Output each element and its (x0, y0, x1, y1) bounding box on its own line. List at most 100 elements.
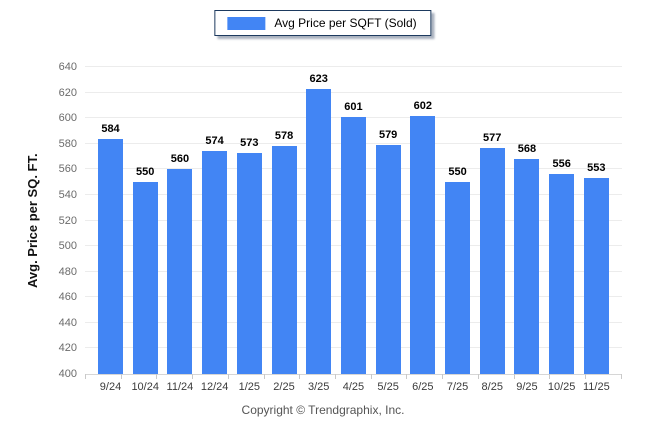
bar-value-label: 623 (309, 72, 328, 85)
x-axis-tick (120, 374, 122, 379)
bar-value-label: 601 (344, 100, 363, 113)
bar: 574 (202, 135, 228, 374)
bar: 579 (375, 129, 401, 374)
bar-column: 550 7/25 (445, 67, 471, 393)
bar-column: 560 11/24 (167, 67, 194, 393)
x-axis-tick (620, 374, 622, 379)
bar: 601 (340, 101, 366, 374)
bar-value-label: 560 (170, 153, 190, 166)
y-tick-label: 640 (58, 61, 77, 73)
x-axis-tick (513, 374, 515, 379)
x-axis-tick (335, 374, 337, 379)
copyright-text: Copyright © Trendgraphix, Inc. (241, 403, 405, 417)
x-tick-label: 10/25 (547, 381, 576, 393)
bar-value-label: 574 (205, 135, 224, 148)
y-axis-title: Avg. Price per SQ. FT. (25, 153, 40, 289)
bar-column: 601 4/25 (340, 67, 366, 393)
bar-column: 573 1/25 (236, 67, 262, 393)
x-tick-label: 12/24 (200, 381, 229, 393)
x-axis-tick (263, 374, 265, 379)
bar-value-label: 578 (274, 130, 294, 143)
y-tick-label: 440 (58, 316, 77, 329)
x-axis-tick (406, 374, 408, 379)
x-axis-tick (192, 374, 194, 379)
bar-column: 602 6/25 (410, 67, 436, 393)
bar-column: 584 9/24 (98, 67, 123, 393)
bar: 560 (167, 153, 193, 374)
bar-column: 578 2/25 (271, 67, 297, 393)
y-tick-label: 600 (58, 112, 77, 125)
bar: 550 (445, 166, 471, 374)
y-tick-label: 540 (58, 188, 77, 201)
x-tick-label: 8/25 (481, 381, 503, 393)
x-tick-label: 3/25 (308, 381, 330, 393)
legend: Avg Price per SQFT (Sold) (214, 10, 432, 36)
bar-value-label: 556 (552, 158, 571, 171)
bar: 578 (271, 130, 297, 374)
bar-column: 574 12/24 (201, 67, 229, 393)
x-axis-tick (156, 374, 158, 379)
y-tick-label: 580 (58, 137, 77, 150)
x-tick-label: 11/25 (582, 381, 610, 393)
legend-swatch-icon (227, 16, 266, 30)
x-axis-tick (370, 374, 372, 379)
bar-value-label: 584 (101, 122, 120, 135)
bar: 573 (236, 137, 262, 374)
bar-value-label: 573 (240, 136, 259, 149)
bar-column: 577 8/25 (479, 67, 505, 393)
gridline (85, 66, 622, 67)
bar-value-label: 550 (136, 166, 155, 179)
bar: 553 (583, 162, 609, 374)
x-axis-tick (227, 374, 229, 379)
bar-value-label: 579 (378, 129, 398, 142)
bar: 623 (306, 73, 332, 374)
x-axis-tick (585, 374, 587, 379)
bar-column: 579 5/25 (375, 67, 401, 393)
y-tick-label: 520 (58, 214, 77, 227)
x-axis-tick (477, 374, 479, 379)
bar-column: 553 11/25 (583, 67, 610, 393)
bar: 602 (410, 100, 436, 374)
bar-column: 623 3/25 (306, 67, 332, 393)
x-tick-label: 9/25 (516, 381, 538, 393)
y-tick-label: 420 (58, 342, 77, 355)
x-tick-label: 11/24 (166, 381, 194, 393)
x-tick-label: 5/25 (377, 381, 399, 393)
gridline (85, 91, 622, 93)
bar: 568 (514, 143, 540, 374)
bar-value-label: 568 (517, 143, 537, 156)
x-axis-tick (85, 374, 86, 379)
plot-area: 400 420 440 460 480 500 520 540 560 580 600 620 640 … (59, 61, 622, 393)
y-tick-label: 460 (58, 291, 77, 304)
bar: 556 (549, 158, 575, 374)
bar-value-label: 577 (483, 131, 502, 144)
y-tick-label: 500 (58, 240, 77, 253)
bar-value-label: 550 (448, 166, 467, 179)
y-tick-label: 560 (58, 163, 77, 176)
x-axis-tick (442, 374, 444, 379)
x-axis-ticks (85, 374, 622, 379)
bar-column: 556 10/25 (548, 67, 576, 393)
bar-value-label: 602 (413, 99, 433, 112)
x-tick-label: 4/25 (342, 381, 365, 393)
x-tick-label: 6/25 (412, 381, 434, 393)
x-axis-tick (299, 374, 301, 379)
y-tick-label: 620 (58, 86, 77, 99)
bar-column: 550 10/24 (131, 67, 159, 393)
legend-label: Avg Price per SQFT (Sold) (274, 16, 417, 30)
y-tick-label: 400 (58, 368, 77, 380)
x-tick-label: 2/25 (273, 381, 295, 393)
bar-column: 568 9/25 (514, 67, 540, 393)
y-tick-label: 480 (58, 265, 77, 278)
x-axis-tick (549, 374, 551, 379)
x-tick-label: 9/24 (99, 381, 122, 393)
x-tick-label: 1/25 (238, 381, 261, 393)
bar: 577 (479, 132, 505, 374)
x-tick-label: 10/24 (131, 381, 159, 393)
x-tick-label: 7/25 (446, 381, 469, 393)
bar-value-label: 553 (587, 162, 606, 175)
bar: 584 (98, 123, 123, 374)
bar-series: 584 9/24 550 10/24 560 11/24 574 12/24 573 1/25 57… (98, 67, 610, 393)
bar: 550 (132, 166, 158, 374)
